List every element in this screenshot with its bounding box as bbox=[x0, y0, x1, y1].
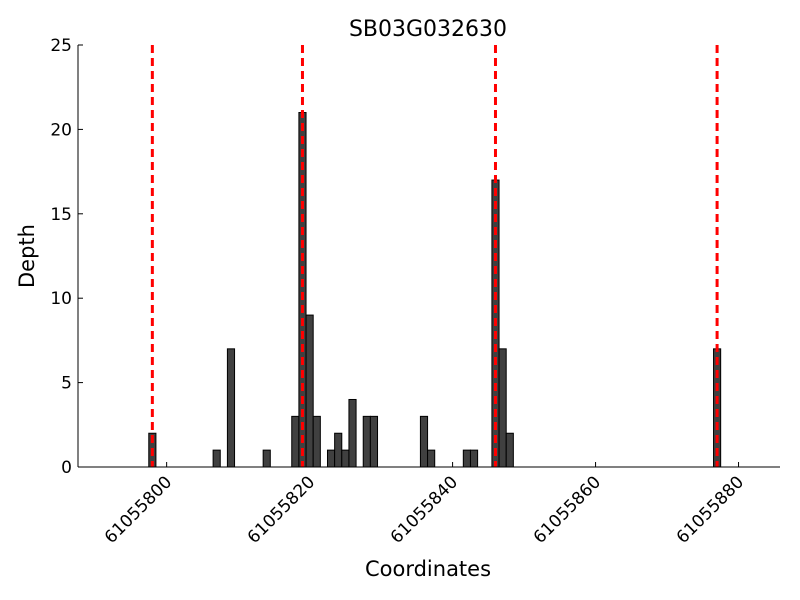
bar bbox=[334, 432, 343, 468]
bar bbox=[312, 415, 321, 468]
bar bbox=[305, 314, 314, 468]
y-tick-label: 0 bbox=[61, 458, 72, 478]
bar bbox=[369, 415, 379, 468]
bar bbox=[262, 449, 271, 468]
x-axis-label: Coordinates bbox=[365, 557, 491, 581]
bar bbox=[291, 415, 300, 468]
bar bbox=[419, 415, 429, 468]
bar bbox=[505, 432, 514, 468]
y-tick-label: 10 bbox=[50, 289, 72, 309]
bar bbox=[427, 449, 436, 468]
bar bbox=[469, 449, 479, 468]
bar bbox=[226, 348, 236, 468]
bar bbox=[348, 398, 357, 468]
y-axis-label: Depth bbox=[15, 224, 39, 288]
bar bbox=[341, 449, 350, 468]
chart-title: SB03G032630 bbox=[349, 17, 507, 42]
y-tick-label: 20 bbox=[50, 120, 72, 140]
y-tick-label: 5 bbox=[61, 374, 72, 394]
bar bbox=[462, 449, 471, 468]
y-tick-label: 15 bbox=[50, 205, 72, 225]
bar bbox=[498, 348, 507, 468]
bar bbox=[326, 449, 336, 468]
bar bbox=[212, 449, 221, 468]
y-tick-label: 25 bbox=[50, 36, 72, 56]
bar bbox=[362, 415, 371, 468]
